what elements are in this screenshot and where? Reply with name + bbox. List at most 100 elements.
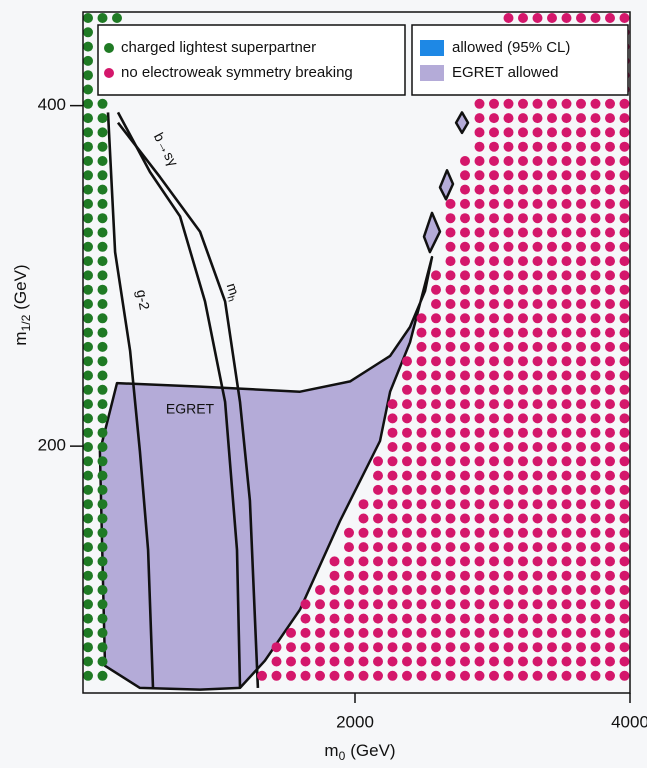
region-dot [547,513,557,524]
region-dot [518,384,528,395]
region-dot [97,213,108,224]
region-dot [518,484,528,495]
region-dot [503,470,514,481]
region-dot [373,642,383,653]
region-dot [387,527,398,538]
region-dot [561,670,572,681]
region-dot [547,570,557,581]
region-dot [445,470,456,481]
region-dot [97,284,108,295]
region-dot [576,356,586,367]
region-dot [416,341,427,352]
region-dot [605,484,615,495]
axes: 200 400 2000 4000 [38,95,647,731]
legend-label: no electroweak symmetry breaking [121,64,353,81]
region-dot [590,356,601,367]
region-dot [431,627,441,638]
region-dot [547,256,557,267]
region-dot [576,413,586,424]
region-dot [619,184,630,195]
region-dot [445,284,456,295]
region-dot [373,670,383,681]
region-dot [83,27,93,38]
region-dot [431,556,441,567]
region-dot [576,284,586,295]
region-dot [387,499,398,510]
region-dot [576,341,586,352]
region-dot [83,399,93,410]
region-dot [97,513,108,524]
region-dot [561,656,572,667]
legend: charged lightest superpartner no electrow… [104,39,570,81]
region-dot [605,284,615,295]
x-label-unit: (GeV) [350,741,395,760]
region-dot [373,613,383,624]
region-dot [561,499,572,510]
legend-swatch [104,68,114,78]
region-dot [518,527,528,538]
region-dot [590,13,601,23]
region-dot [547,327,557,338]
region-dot [489,470,499,481]
region-dot [83,341,93,352]
region-dot [518,356,528,367]
region-dot [445,384,456,395]
region-dot [344,542,354,553]
region-dot [344,613,354,624]
region-dot [402,484,412,495]
region-dot [532,470,543,481]
region-dot [445,613,456,624]
region-dot [358,513,369,524]
region-dot [402,442,412,452]
region-dot [358,642,369,653]
region-dot [561,184,572,195]
region-dot [576,570,586,581]
region-dot [474,499,485,510]
region-dot [489,256,499,267]
region-dot [532,13,543,23]
region-dot [590,341,601,352]
region-dot [97,642,108,653]
region-dot [576,327,586,338]
region-dot [561,341,572,352]
region-dot [83,113,93,124]
region-dot [576,270,586,281]
region-dot [605,513,615,524]
region-dot [474,670,485,681]
region-dot [547,213,557,224]
region-dot [532,198,543,209]
curve-label: b→sγ [151,130,182,169]
region-dot [445,241,456,252]
region-dot [590,327,601,338]
region-dot [518,141,528,152]
region-dot [561,313,572,324]
region-dot [489,327,499,338]
region-dot [619,227,630,238]
region-dot [489,299,499,309]
region-dot [605,127,615,138]
region-dot [460,527,470,538]
region-dot [576,213,586,224]
constraint-curve [106,112,155,688]
region-dot [489,513,499,524]
region-dot [83,184,93,195]
region-dot [489,627,499,638]
region-dot [590,384,601,395]
region-dot [358,656,369,667]
region-dot [387,585,398,595]
region-dot [474,198,485,209]
region-dot [518,198,528,209]
constraint-curve [116,111,242,688]
region-dot [590,499,601,510]
region-dot [97,327,108,338]
region-dot [503,227,514,238]
region-dot [460,670,470,681]
region-dot [605,442,615,452]
region-dot [518,642,528,653]
region-dot [619,370,630,381]
region-dot [460,213,470,224]
region-dot [474,442,485,452]
region-dot [532,413,543,424]
region-dot [605,227,615,238]
region-dot [271,642,282,653]
